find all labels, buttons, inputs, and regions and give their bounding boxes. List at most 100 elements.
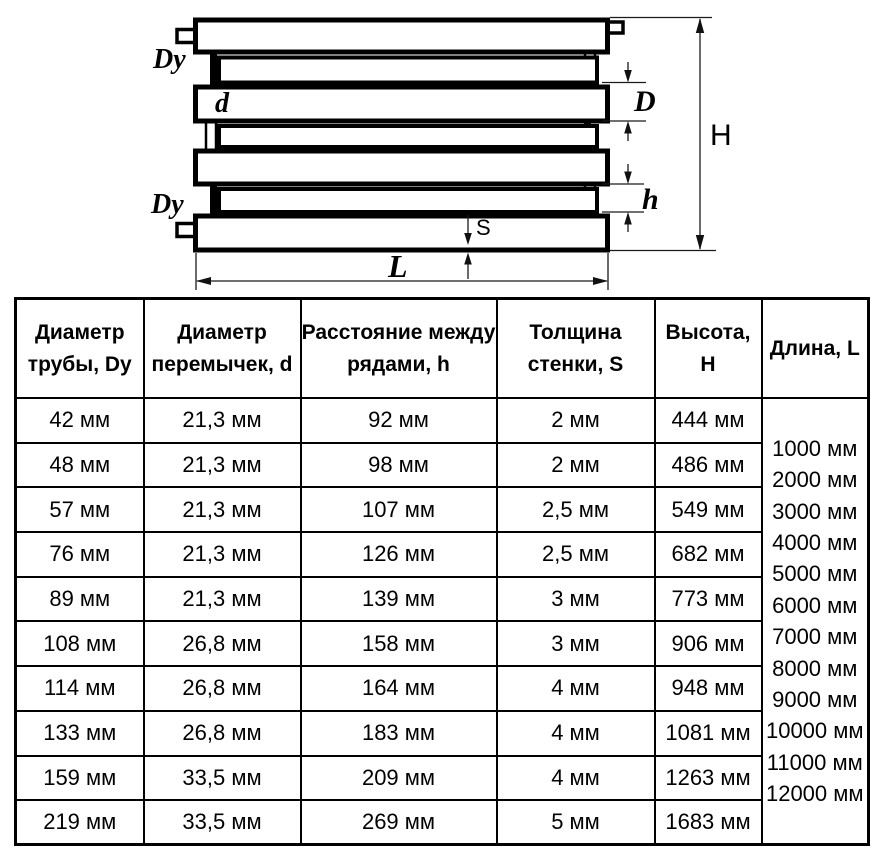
- pipe-row-4: [193, 213, 610, 253]
- cell-h: 126 мм: [299, 531, 498, 578]
- length-item: 10000 мм: [765, 718, 864, 744]
- length-item: 12000 мм: [765, 781, 864, 807]
- spec-table: Диаметр трубы, Dy Диаметр перемычек, d Р…: [14, 297, 870, 847]
- cell-d: 21,3 мм: [142, 575, 302, 623]
- cell-height: 948 мм: [653, 665, 763, 712]
- length-item: 6000 мм: [772, 592, 858, 618]
- jumper-left-2: [204, 118, 218, 155]
- pipe-back-3: [217, 187, 599, 214]
- pipe-diameter-label-top: Dy: [152, 44, 186, 75]
- cell-height: 906 мм: [653, 620, 763, 668]
- col-header-height: Высота, H: [653, 297, 763, 399]
- cell-height: 1081 мм: [653, 709, 763, 757]
- cell-lengths: 1000 мм 2000 мм 3000 мм 4000 мм 5000 мм …: [760, 397, 870, 846]
- length-list: 1000 мм 2000 мм 3000 мм 4000 мм 5000 мм …: [763, 400, 868, 843]
- length-label: L: [387, 248, 408, 284]
- length-item: 8000 мм: [772, 655, 858, 681]
- jumper-left-3: [210, 182, 217, 218]
- cell-height: 682 мм: [653, 531, 763, 578]
- cell-h: 269 мм: [299, 799, 498, 846]
- height-label: H: [710, 119, 732, 152]
- col-header-pipe-diameter: Диаметр трубы, Dy: [14, 297, 145, 399]
- cell-s: 2,5 мм: [495, 486, 656, 534]
- cell-h: 164 мм: [299, 665, 498, 712]
- cell-d: 21,3 мм: [142, 486, 302, 534]
- length-item: 3000 мм: [772, 498, 858, 524]
- rs-arrow-top: [624, 171, 632, 184]
- register-drawing: H D h S L Dy Dy d: [150, 16, 732, 290]
- cell-s: 2 мм: [495, 397, 656, 444]
- h-arrow-top: [695, 18, 705, 33]
- jumper-left-1: [210, 50, 217, 89]
- cell-h: 139 мм: [299, 575, 498, 623]
- cell-d: 33,5 мм: [142, 754, 302, 802]
- table-row: 57 мм 21,3 мм 107 мм 2,5 мм 549 мм: [14, 486, 869, 534]
- pipe-row-2: [193, 84, 610, 124]
- l-arrow-left: [196, 277, 211, 285]
- table-row: 89 мм 21,3 мм 139 мм 3 мм 773 мм: [14, 575, 869, 623]
- cell-s: 3 мм: [495, 620, 656, 668]
- cell-dy: 42 мм: [14, 397, 145, 444]
- length-item: 1000 мм: [772, 435, 858, 461]
- cell-h: 98 мм: [299, 441, 498, 489]
- cell-s: 2 мм: [495, 441, 656, 489]
- d-arrow-bottom: [624, 121, 632, 134]
- cell-d: 26,8 мм: [142, 665, 302, 712]
- pipe-row-3: [193, 148, 610, 187]
- table-row: 42 мм 21,3 мм 92 мм 2 мм 444 мм 1000 мм …: [14, 397, 870, 846]
- col-header-length: Длина, L: [760, 297, 870, 399]
- d-arrow-top: [624, 70, 632, 83]
- s-arrow-bottom: [464, 252, 472, 265]
- cell-h: 183 мм: [299, 709, 498, 757]
- cell-d: 26,8 мм: [142, 709, 302, 757]
- cell-height: 444 мм: [653, 397, 763, 444]
- cell-height: 773 мм: [653, 575, 763, 623]
- cell-s: 4 мм: [495, 709, 656, 757]
- jumper-diameter-label: d: [215, 88, 230, 119]
- cell-d: 33,5 мм: [142, 799, 302, 846]
- cell-s: 5 мм: [495, 799, 656, 846]
- table-row: 219 мм 33,5 мм 269 мм 5 мм 1683 мм: [14, 799, 869, 846]
- cell-s: 4 мм: [495, 754, 656, 802]
- length-item: 5000 мм: [772, 561, 858, 587]
- row-spacing-label: h: [642, 183, 659, 216]
- pipe-back-2: [217, 124, 599, 149]
- outer-diameter-label: D: [633, 85, 656, 118]
- cell-dy: 89 мм: [14, 575, 145, 623]
- col-header-row-spacing: Расстояние между рядами, h: [299, 297, 498, 399]
- cell-dy: 219 мм: [14, 799, 145, 846]
- pipe-back-1: [217, 55, 599, 85]
- table-row: 159 мм 33,5 мм 209 мм 4 мм 1263 мм: [14, 754, 869, 802]
- cell-height: 1683 мм: [653, 799, 763, 846]
- cell-h: 107 мм: [299, 486, 498, 534]
- cell-height: 1263 мм: [653, 754, 763, 802]
- cell-d: 21,3 мм: [142, 531, 302, 578]
- table-row: 48 мм 21,3 мм 98 мм 2 мм 486 мм: [14, 441, 869, 489]
- cell-dy: 48 мм: [14, 441, 145, 489]
- col-header-wall-thickness: Толщина стенки, S: [495, 297, 656, 399]
- rs-arrow-bottom: [624, 212, 632, 225]
- cell-h: 209 мм: [299, 754, 498, 802]
- length-item: 4000 мм: [772, 529, 858, 555]
- cell-s: 4 мм: [495, 665, 656, 712]
- table-row: 114 мм 26,8 мм 164 мм 4 мм 948 мм: [14, 665, 869, 712]
- length-item: 2000 мм: [772, 467, 858, 493]
- l-arrow-right: [593, 277, 608, 285]
- h-arrow-bottom: [695, 235, 705, 250]
- cell-h: 158 мм: [299, 620, 498, 668]
- cell-d: 26,8 мм: [142, 620, 302, 668]
- table-row: 108 мм 26,8 мм 158 мм 3 мм 906 мм: [14, 620, 869, 668]
- cell-d: 21,3 мм: [142, 441, 302, 489]
- cell-dy: 133 мм: [14, 709, 145, 757]
- s-arrow-top: [464, 233, 472, 245]
- length-item: 9000 мм: [772, 687, 858, 712]
- cell-s: 2,5 мм: [495, 531, 656, 578]
- cell-dy: 57 мм: [14, 486, 145, 534]
- table-row: 76 мм 21,3 мм 126 мм 2,5 мм 682 мм: [14, 531, 869, 578]
- cell-h: 92 мм: [299, 397, 498, 444]
- wall-thickness-label: S: [476, 215, 491, 240]
- cell-dy: 108 мм: [14, 620, 145, 668]
- col-header-jumper-diameter: Диаметр перемычек, d: [142, 297, 302, 399]
- pipe-diameter-label-bottom: Dy: [150, 189, 184, 220]
